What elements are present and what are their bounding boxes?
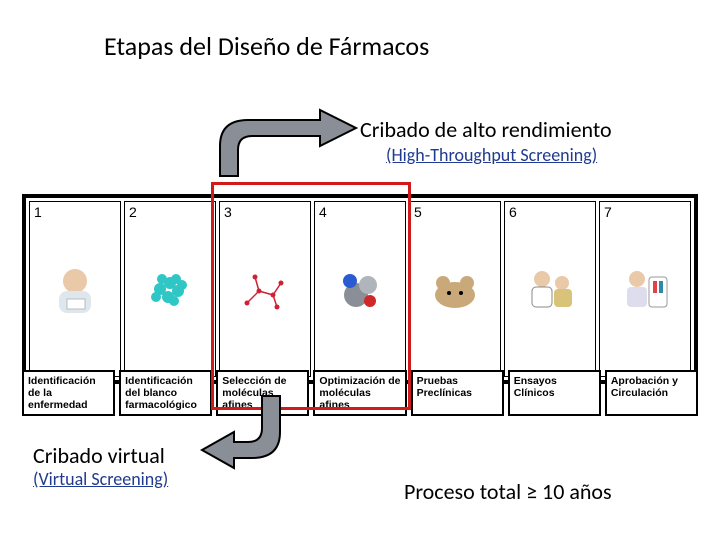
- stage-row: 1 2: [22, 194, 698, 384]
- stage-number: 3: [224, 204, 232, 220]
- hts-subtitle: (High-Throughput Screening): [386, 144, 597, 166]
- stage-number: 7: [604, 204, 612, 220]
- mouse-icon: [419, 228, 491, 350]
- slide: Etapas del Diseño de Fármacos Cribado de…: [0, 0, 720, 540]
- stage-caption: Optimización de moléculas afines: [313, 370, 406, 416]
- stage-cell: 4: [314, 201, 406, 377]
- stage-cell: 7: [599, 201, 691, 377]
- approval-icon: [609, 228, 681, 350]
- stage-number: 5: [414, 204, 422, 220]
- molecule-2d-icon: [229, 228, 301, 350]
- stage-cell: 6: [504, 201, 596, 377]
- total-text: Proceso total ≥ 10 años: [404, 478, 612, 505]
- page-title: Etapas del Diseño de Fármacos: [104, 30, 429, 62]
- arrow-hts: [200, 106, 360, 186]
- stage-caption: Identificación de la enfermedad: [22, 370, 115, 416]
- stage-number: 6: [509, 204, 517, 220]
- stage-cell: 2: [124, 201, 216, 377]
- stage-cell: 1: [29, 201, 121, 377]
- stage-caption: Aprobación y Circulación: [605, 370, 698, 416]
- molecule-3d-icon: [324, 228, 396, 350]
- stage-cell: 5: [409, 201, 501, 377]
- vs-subtitle: (Virtual Screening): [33, 468, 168, 490]
- stage-number: 1: [34, 204, 42, 220]
- clinical-icon: [514, 228, 586, 350]
- patient-icon: [39, 228, 111, 350]
- caption-row: Identificación de la enfermedad Identifi…: [22, 370, 698, 416]
- protein-icon: [134, 228, 206, 350]
- stage-caption: Pruebas Preclínicas: [411, 370, 504, 416]
- stage-number: 2: [129, 204, 137, 220]
- hts-heading: Cribado de alto rendimiento: [360, 116, 612, 143]
- stage-number: 4: [319, 204, 327, 220]
- stage-caption: Ensayos Clínicos: [508, 370, 601, 416]
- stage-cell: 3: [219, 201, 311, 377]
- arrow-vs: [198, 388, 298, 472]
- vs-heading: Cribado virtual: [33, 442, 165, 469]
